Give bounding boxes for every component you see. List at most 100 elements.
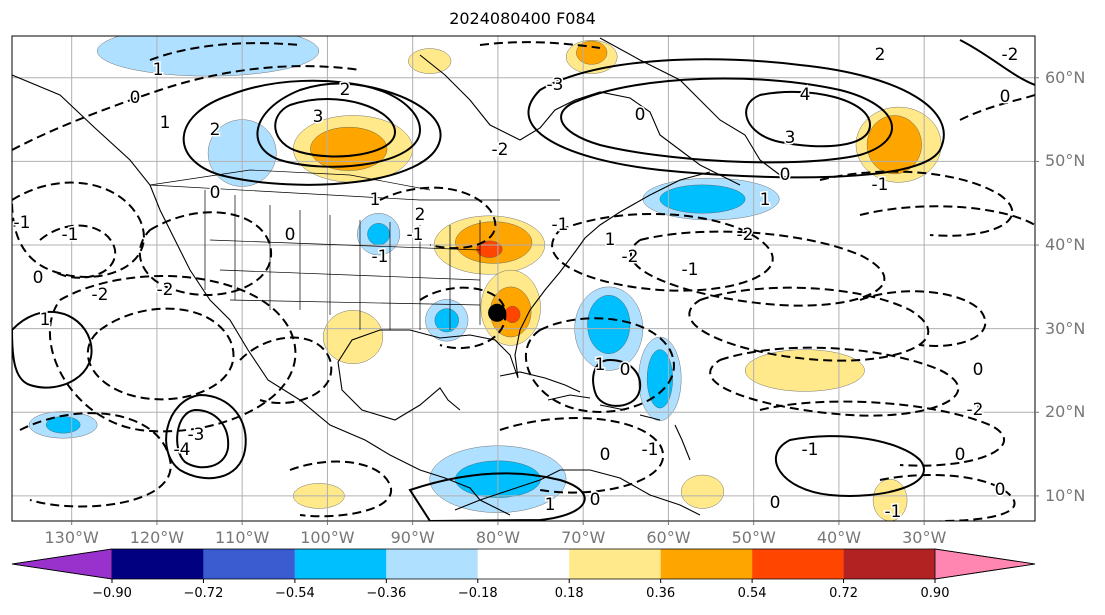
chart-title: 2024080400 F084 (449, 9, 596, 28)
contour-label: -2 (492, 140, 509, 160)
contour-negative (759, 400, 1005, 467)
contour-positive (745, 90, 872, 148)
colorbar-tick-label: 0.90 (920, 586, 950, 601)
contour-label: -1 (372, 247, 389, 267)
colorbar-tick-label: −0.90 (92, 586, 132, 601)
contour-label: 2 (415, 205, 426, 225)
contour-positive (274, 97, 397, 158)
contour-label: 0 (770, 493, 781, 513)
colorbar-tick-label: −0.18 (457, 586, 498, 601)
contour-label: -1 (885, 502, 902, 522)
contour-label: -2 (157, 280, 174, 300)
contour-label: 0 (210, 183, 221, 203)
contour-label: -1 (552, 215, 569, 235)
plot-frame (11, 35, 1036, 522)
colorbar-tick-label: 0.72 (829, 586, 859, 601)
contour-negative (12, 65, 361, 151)
contour-label: -3 (188, 425, 205, 445)
contour-negative (709, 346, 960, 417)
north-america-coastline (12, 74, 511, 516)
contour-negative (12, 181, 145, 278)
contour-label: -2 (737, 225, 754, 245)
colorbar-segment (660, 549, 753, 579)
blob-hudson-bay-light (97, 36, 320, 77)
contour-positive (527, 58, 945, 179)
contour-label: 1 (595, 355, 606, 375)
longitude-label: 50°W (731, 528, 776, 547)
longitude-label: 40°W (816, 528, 862, 547)
contour-label: 3 (313, 107, 324, 127)
blob-atlantic-blue-2 (646, 349, 673, 409)
latitude-label: 40°N (1045, 235, 1086, 255)
contour-label: -1 (407, 225, 424, 245)
contour-positive (408, 472, 586, 521)
blob-canada-orange (310, 126, 388, 171)
blob-newfoundland-blue (659, 184, 746, 214)
contour-label: 1 (760, 190, 771, 210)
contour-negative (149, 42, 301, 61)
storm-center-marker (488, 303, 507, 322)
contour-label: -2 (1002, 45, 1019, 65)
contour-label: 1 (605, 230, 616, 250)
contour-label: 0 (780, 165, 791, 185)
contour-negative (419, 286, 507, 350)
longitude-label: 130°W (44, 528, 99, 547)
contour-positive (959, 39, 1035, 86)
contour-label: -2 (967, 400, 984, 420)
contour-label: -3 (547, 75, 564, 95)
blob-hudson-yellow (408, 48, 452, 74)
blob-mid-atlantic-yellow (744, 349, 865, 392)
blob-midwest-blue (367, 223, 390, 246)
contour-negative (86, 307, 235, 401)
contour-label: 1 (160, 113, 171, 133)
contour-label: 0 (600, 445, 611, 465)
contour-label: -1 (642, 440, 659, 460)
colorbar-segment (477, 549, 570, 579)
contour-label: 1 (545, 495, 556, 515)
colorbar-tick-label: 0.18 (554, 586, 584, 601)
blob-atlantic-blue (587, 295, 631, 354)
shaded-anomaly-layer (28, 36, 942, 521)
contour-label: -1 (14, 213, 31, 233)
contour-positive (592, 358, 642, 407)
contour-label: -1 (802, 440, 819, 460)
blob-europe-west-orange (866, 115, 922, 175)
colorbar-tick-label: −0.72 (183, 586, 224, 601)
contour-positive (560, 77, 893, 164)
marker-layer (488, 303, 507, 322)
contour-label: 0 (620, 360, 631, 380)
contour-label: -1 (967, 400, 984, 420)
contour-negative (39, 224, 117, 279)
longitude-label: 80°W (475, 528, 521, 547)
contour-label: 1 (370, 190, 381, 210)
contour-positive (165, 393, 247, 480)
colorbar-tick-label: 0.54 (737, 586, 767, 601)
blob-gulf-blue (434, 308, 459, 333)
greenland-coastline (599, 37, 781, 176)
contour-label: 0 (995, 480, 1006, 500)
contour-label: -4 (174, 440, 191, 460)
cuba-coastline (499, 371, 581, 393)
latitude-label: 60°N (1045, 67, 1086, 87)
longitude-label: 70°W (561, 528, 606, 547)
contour-label: 0 (973, 360, 984, 380)
contour-label: 2 (340, 80, 351, 100)
coastlines-and-borders (12, 37, 781, 516)
contour-negative (499, 417, 664, 494)
canada-coastline (419, 54, 741, 186)
contour-negative (879, 474, 1016, 521)
colorbar-extend-high (934, 548, 1036, 580)
colorbar-segment (203, 549, 295, 579)
colorbar-tick-label: −0.36 (366, 586, 407, 601)
colorbar-segment (294, 549, 387, 579)
longitude-label: 110°W (214, 528, 270, 547)
contour-label: 0 (590, 490, 601, 510)
contour-negative (138, 211, 273, 296)
colorbar-segment (112, 549, 204, 579)
contour-label: -2 (92, 285, 109, 305)
lat-lon-gridlines (12, 36, 1035, 521)
colorbar-tick-label: 0.36 (646, 586, 676, 601)
colorbar (11, 77, 1039, 583)
